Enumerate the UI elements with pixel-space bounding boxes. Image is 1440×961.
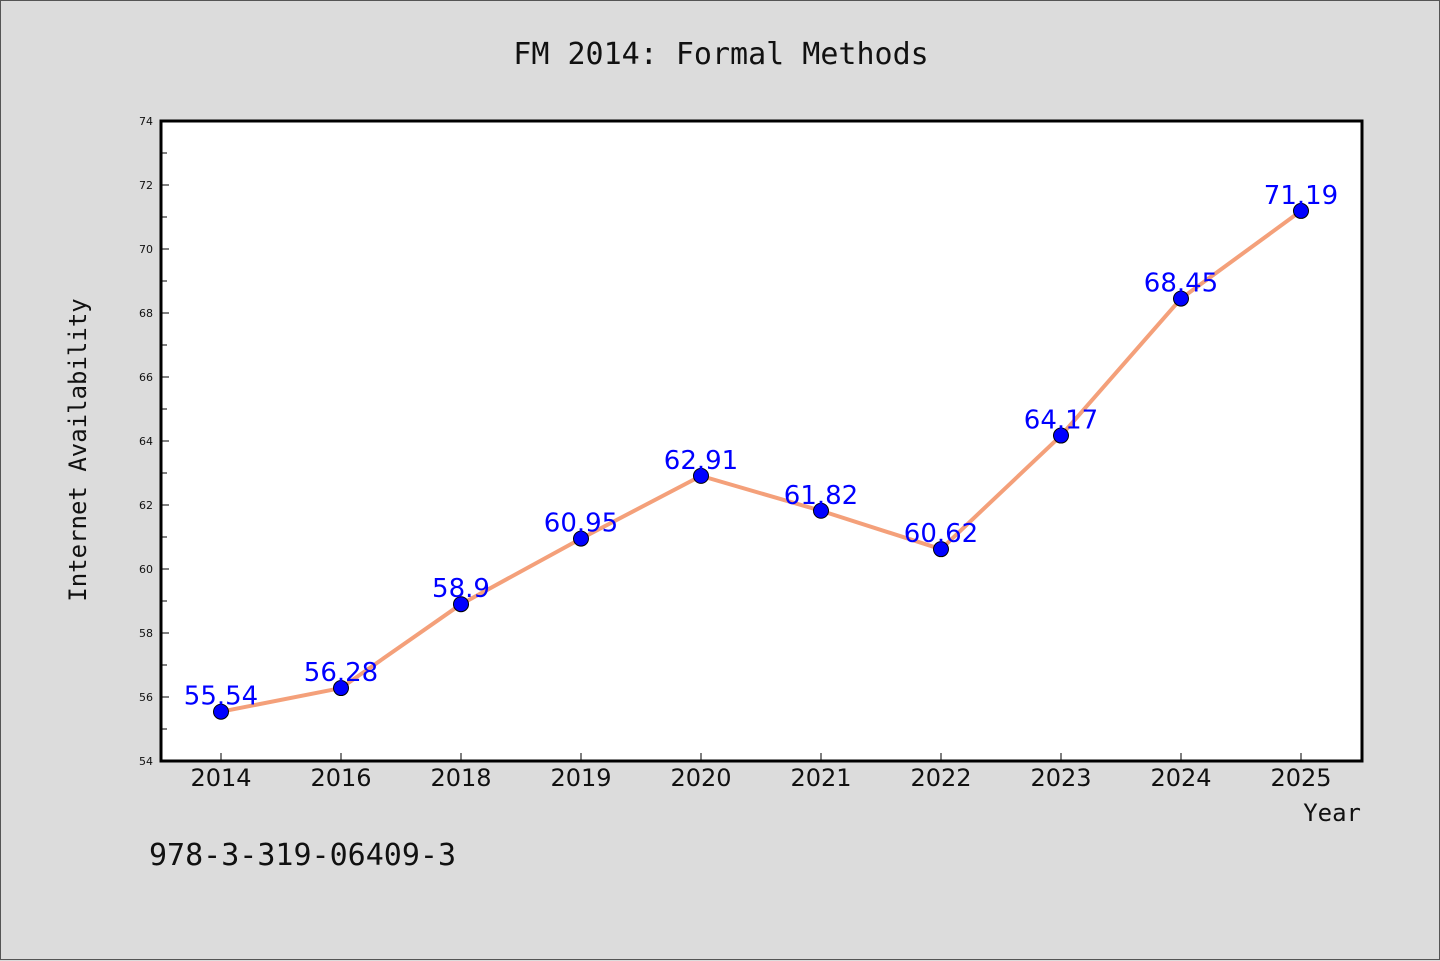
series-line-segment	[1059, 296, 1183, 438]
data-point	[813, 502, 829, 519]
y-tick-label: 74	[139, 115, 153, 128]
series-line-group	[219, 208, 1303, 714]
x-tick-label: 2014	[190, 764, 251, 792]
data-point	[1293, 202, 1309, 219]
data-point	[213, 703, 229, 720]
series-line-segment	[819, 508, 943, 552]
x-tick-label: 2023	[1030, 764, 1091, 792]
series-markers-group	[213, 202, 1309, 720]
y-tick-label: 62	[139, 499, 153, 512]
plot-area	[159, 119, 1364, 763]
x-tick-label: 2020	[670, 764, 731, 792]
data-label: 64.17	[1024, 406, 1098, 436]
data-label: 55.54	[184, 682, 258, 712]
y-tick-label: 60	[139, 563, 153, 576]
data-point	[1053, 427, 1069, 444]
data-label: 61.82	[784, 481, 858, 511]
chart-title: FM 2014: Formal Methods	[513, 37, 928, 72]
y-axis: 54 56 58 60 62 64 66 68 70 72 74	[139, 115, 169, 768]
data-point	[573, 530, 589, 547]
data-label: 62.91	[664, 446, 738, 476]
data-label: 58.9	[432, 574, 490, 604]
y-tick-label: 54	[139, 755, 153, 768]
y-tick-label: 66	[139, 371, 153, 384]
y-tick-label: 58	[139, 627, 153, 640]
series-line-segment	[219, 686, 343, 714]
x-tick-label: 2022	[910, 764, 971, 792]
y-tick-label: 72	[139, 179, 153, 192]
x-tick-label: 2016	[310, 764, 371, 792]
series-line-segment	[459, 536, 583, 607]
data-point	[693, 467, 709, 484]
x-tick-label: 2025	[1270, 764, 1331, 792]
y-tick-label: 64	[139, 435, 153, 448]
x-tick-label: 2019	[550, 764, 611, 792]
data-point	[333, 680, 349, 697]
x-tick-label: 2018	[430, 764, 491, 792]
data-point	[1173, 290, 1189, 307]
x-axis-title: Year	[1303, 799, 1361, 827]
data-label: 68.45	[1144, 269, 1218, 299]
y-tick-label: 68	[139, 307, 153, 320]
series-line-segment	[1179, 208, 1303, 301]
data-label: 60.62	[904, 519, 978, 549]
series-line-segment	[579, 473, 703, 541]
isbn-footer: 978-3-319-06409-3	[149, 838, 456, 873]
y-tick-label: 70	[139, 243, 153, 256]
series-line-segment	[939, 433, 1063, 552]
x-tick-label: 2021	[790, 764, 851, 792]
data-point	[933, 541, 949, 558]
data-label: 60.95	[544, 509, 618, 539]
x-axis: 2014 2016 2018 2019 2020 2021 2022 2023 2024 2025	[190, 753, 1332, 792]
y-tick-label: 56	[139, 691, 153, 704]
series-line-segment	[699, 473, 823, 513]
y-axis-title: Internet Availability	[64, 298, 92, 601]
data-label: 56.28	[304, 658, 378, 688]
data-point	[453, 596, 469, 613]
x-tick-label: 2024	[1150, 764, 1211, 792]
data-label: 71.19	[1264, 181, 1338, 211]
data-labels-group: 55.54 56.28 58.9 60.95 62.91 61.82 60.62 64.17 6…	[184, 181, 1338, 712]
series-line-segment	[339, 602, 463, 691]
